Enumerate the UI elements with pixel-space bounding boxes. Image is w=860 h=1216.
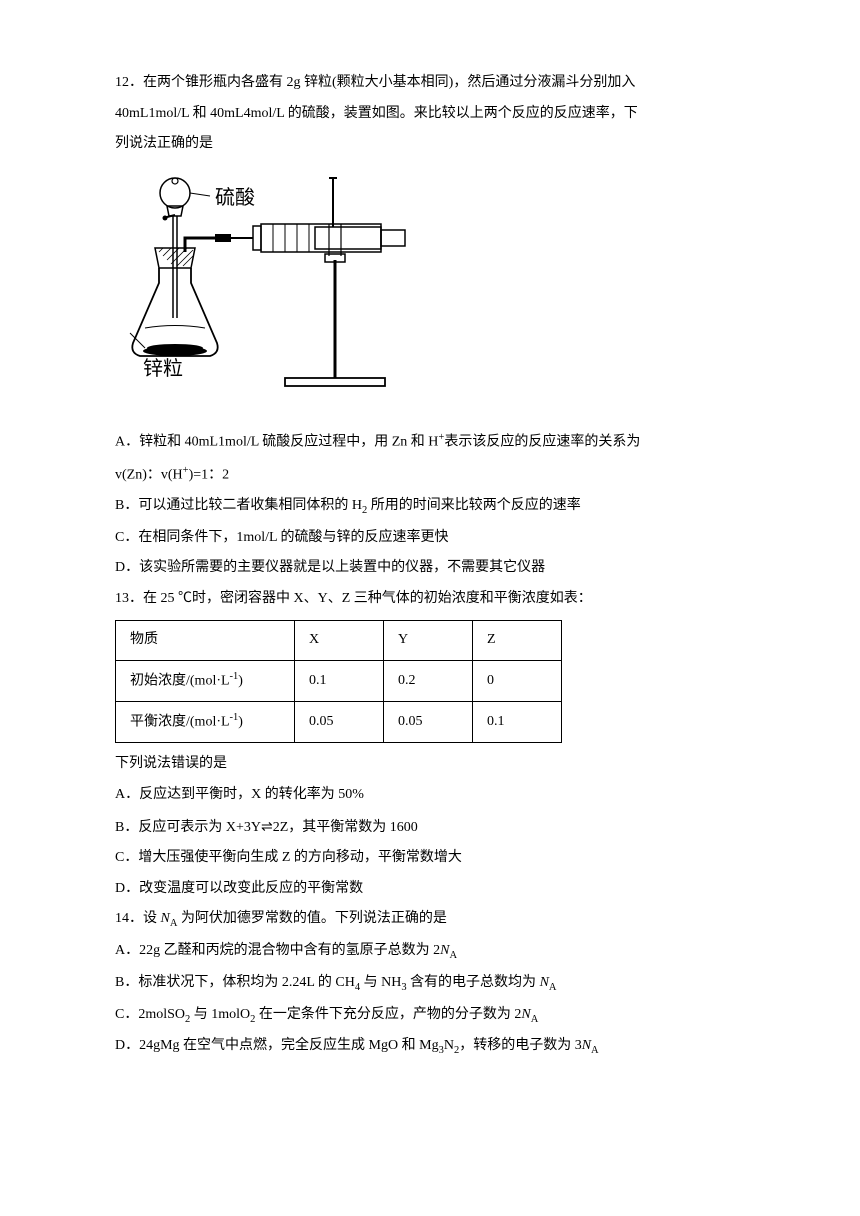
- q14-option-c: C．2molSO2 与 1molO2 在一定条件下充分反应，产物的分子数为 2N…: [115, 1002, 745, 1030]
- q13-option-a: A．反应达到平衡时，X 的转化率为 50%: [115, 782, 745, 809]
- q14-stem: 14．设 NA 为阿伏加德罗常数的值。下列说法正确的是: [115, 906, 745, 934]
- table-cell: 物质: [116, 621, 295, 661]
- q12-option-a-line2: v(Zn)：v(H+)=1：2: [115, 461, 745, 489]
- table-row: 初始浓度/(mol·L-1) 0.1 0.2 0: [116, 660, 562, 701]
- table-cell: 0.1: [473, 702, 562, 743]
- table-cell: 0.05: [295, 702, 384, 743]
- table-cell: Z: [473, 621, 562, 661]
- q12-stem-3: 列说法正确的是: [115, 131, 745, 158]
- q14-option-b: B．标准状况下，体积均为 2.24L 的 CH4 与 NH3 含有的电子总数均为…: [115, 970, 745, 998]
- table-cell: 初始浓度/(mol·L-1): [116, 660, 295, 701]
- q13-stem: 13．在 25 ℃时，密闭容器中 X、Y、Z 三种气体的初始浓度和平衡浓度如表：: [115, 586, 745, 613]
- q13-option-b: B．反应可表示为 X+3Y⇌2Z，其平衡常数为 1600: [115, 813, 745, 842]
- table-cell: Y: [384, 621, 473, 661]
- q13-option-d: D．改变温度可以改变此反应的平衡常数: [115, 876, 745, 903]
- table-cell: 0.2: [384, 660, 473, 701]
- q12-option-c: C．在相同条件下，1mol/L 的硫酸与锌的反应速率更快: [115, 525, 745, 552]
- document-page: 12．在两个锥形瓶内各盛有 2g 锌粒(颗粒大小基本相同)，然后通过分液漏斗分别…: [0, 0, 860, 1125]
- table-cell: 0: [473, 660, 562, 701]
- svg-text:锌粒: 锌粒: [143, 357, 183, 380]
- q12-option-a-line1: A．锌粒和 40mL1mol/L 硫酸反应过程中，用 Zn 和 H+表示该反应的…: [115, 428, 745, 456]
- table-cell: 0.05: [384, 702, 473, 743]
- apparatus-diagram: 硫酸: [115, 168, 745, 419]
- q12-stem-1: 12．在两个锥形瓶内各盛有 2g 锌粒(颗粒大小基本相同)，然后通过分液漏斗分别…: [115, 70, 745, 97]
- table-cell: X: [295, 621, 384, 661]
- q13-table: 物质 X Y Z 初始浓度/(mol·L-1) 0.1 0.2 0 平衡浓度/(…: [115, 620, 562, 743]
- q14-option-a: A．22g 乙醛和丙烷的混合物中含有的氢原子总数为 2NA: [115, 938, 745, 966]
- table-row: 平衡浓度/(mol·L-1) 0.05 0.05 0.1: [116, 702, 562, 743]
- q14-option-d: D．24gMg 在空气中点燃，完全反应生成 MgO 和 Mg3N2，转移的电子数…: [115, 1033, 745, 1061]
- svg-text:硫酸: 硫酸: [215, 186, 255, 209]
- table-row: 物质 X Y Z: [116, 621, 562, 661]
- q13-option-c: C．增大压强使平衡向生成 Z 的方向移动，平衡常数增大: [115, 845, 745, 872]
- table-cell: 0.1: [295, 660, 384, 701]
- q12-stem-2: 40mL1mol/L 和 40mL4mol/L 的硫酸，装置如图。来比较以上两个…: [115, 101, 745, 128]
- q12-option-d: D．该实验所需要的主要仪器就是以上装置中的仪器，不需要其它仪器: [115, 555, 745, 582]
- q13-stem2: 下列说法错误的是: [115, 751, 745, 778]
- table-cell: 平衡浓度/(mol·L-1): [116, 702, 295, 743]
- q12-option-b: B．可以通过比较二者收集相同体积的 H2 所用的时间来比较两个反应的速率: [115, 493, 745, 521]
